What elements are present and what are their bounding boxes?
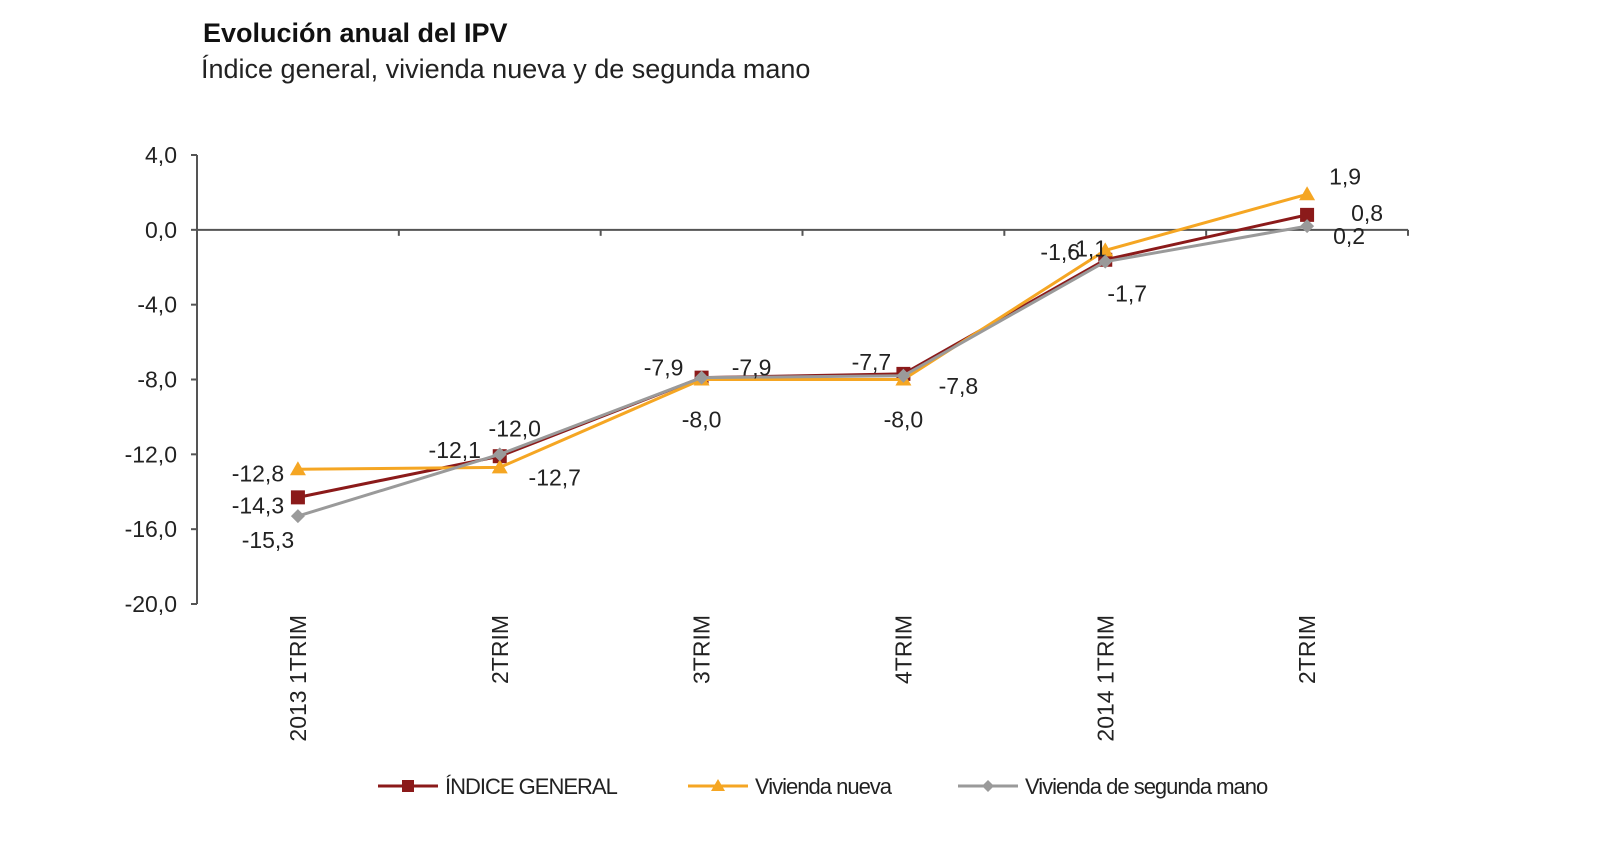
y-tick-label: -20,0 (125, 591, 177, 617)
data-label: -7,9 (732, 355, 772, 381)
marker-diamond (1098, 254, 1113, 269)
data-label: -14,3 (232, 492, 284, 518)
x-tick-label: 2TRIM (487, 615, 513, 684)
chart-title: Evolución anual del IPV (203, 18, 508, 48)
marker-diamond (290, 509, 305, 524)
data-label: -15,3 (242, 527, 294, 553)
marker-triangle (1097, 242, 1114, 257)
marker-triangle (289, 461, 306, 476)
x-tick-label: 4TRIM (890, 615, 916, 684)
data-label: 0,2 (1333, 223, 1365, 249)
x-tick-label: 2014 1TRIM (1092, 615, 1118, 742)
data-label: -8,0 (682, 407, 722, 433)
series-line-1 (297, 192, 1308, 471)
marker-square (1300, 207, 1315, 222)
legend-label: ÍNDICE GENERAL (445, 774, 618, 799)
x-tick-label: 3TRIM (689, 615, 715, 684)
data-label: -12,0 (489, 415, 541, 441)
data-label: -12,1 (429, 437, 481, 463)
y-tick-label: 4,0 (145, 142, 177, 168)
data-label: 0,8 (1351, 200, 1383, 226)
data-label: -8,0 (884, 407, 924, 433)
marker-diamond (694, 370, 709, 385)
data-label: -7,7 (852, 349, 892, 375)
data-label: -12,7 (529, 464, 581, 490)
data-label: -1,7 (1107, 281, 1147, 307)
y-tick-label: -16,0 (125, 516, 177, 542)
x-tick-label: 2TRIM (1294, 615, 1320, 684)
data-label: -7,9 (644, 355, 684, 381)
y-tick-label: -8,0 (137, 367, 177, 393)
data-label: -12,8 (232, 460, 284, 486)
marker-diamond (896, 368, 911, 383)
legend-label: Vivienda nueva (755, 774, 893, 799)
data-label: -1,1 (1067, 235, 1107, 261)
data-label: -1,6 (1040, 239, 1080, 265)
y-tick-label: 0,0 (145, 217, 177, 243)
marker-diamond (1300, 219, 1315, 234)
legend-marker (402, 780, 414, 792)
marker-triangle (1299, 186, 1316, 201)
legend-marker (982, 780, 994, 792)
series-line-2 (297, 224, 1308, 518)
legend-label: Vivienda de segunda mano (1025, 774, 1268, 799)
data-label: -7,8 (939, 373, 979, 399)
data-label: 1,9 (1329, 163, 1361, 189)
marker-diamond (492, 447, 507, 462)
legend-marker (711, 779, 725, 791)
marker-square (290, 490, 305, 505)
marker-triangle (491, 459, 508, 474)
y-tick-label: -4,0 (137, 292, 177, 318)
x-tick-label: 2013 1TRIM (285, 615, 311, 742)
chart-subtitle: Índice general, vivienda nueva y de segu… (201, 54, 811, 84)
y-tick-label: -12,0 (125, 441, 177, 467)
